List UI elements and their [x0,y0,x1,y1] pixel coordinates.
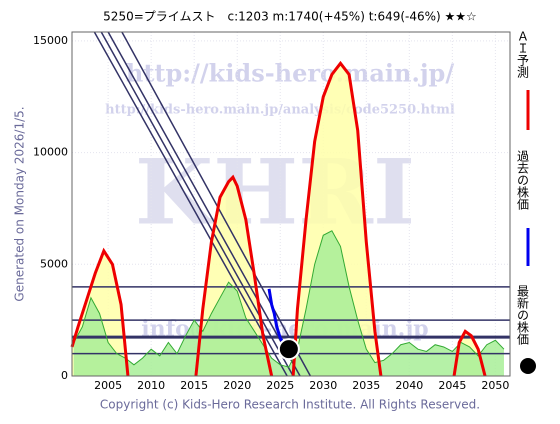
x-tick-label: 2040 [395,379,423,392]
x-tick-label: 2015 [180,379,208,392]
generated-note: Generated on Monday 2026/1/5. [13,106,27,301]
x-tick-label: 2035 [352,379,380,392]
x-tick-label: 2005 [94,379,122,392]
series-line [70,60,487,377]
latest-price [277,338,300,361]
footer: Copyright (c) Kids-Hero Research Institu… [100,398,480,412]
y-tick-label: 10000 [33,146,68,159]
legend-swatch [520,358,536,374]
plot-frame [71,31,511,377]
trend-line [107,31,301,377]
trend-line [121,31,312,377]
trend-line [93,31,288,377]
plot-bg [72,32,510,376]
legend-label: 最新の株価 [516,285,530,345]
legend-label: 過去の株価 [516,150,530,210]
watermark: http://kids-hero.main.jp/ [126,59,454,88]
x-tick-label: 2010 [137,379,165,392]
y-tick-label: 15000 [33,34,68,47]
y-tick-label: 5000 [40,257,68,270]
legend-label: ＡＩ予測 [516,30,530,79]
x-tick-label: 2045 [438,379,466,392]
x-tick-label: 2050 [481,379,509,392]
area [73,230,504,376]
watermark: KHRI [135,140,415,246]
y-tick-label: 0 [61,369,68,382]
x-tick-label: 2020 [223,379,251,392]
chart-title: 5250=プライムスト c:1203 m:1740(+45%) t:649(-4… [103,10,477,24]
x-tick-label: 2025 [266,379,294,392]
series-line [73,230,505,368]
x-tick-label: 2030 [309,379,337,392]
area [72,63,486,376]
